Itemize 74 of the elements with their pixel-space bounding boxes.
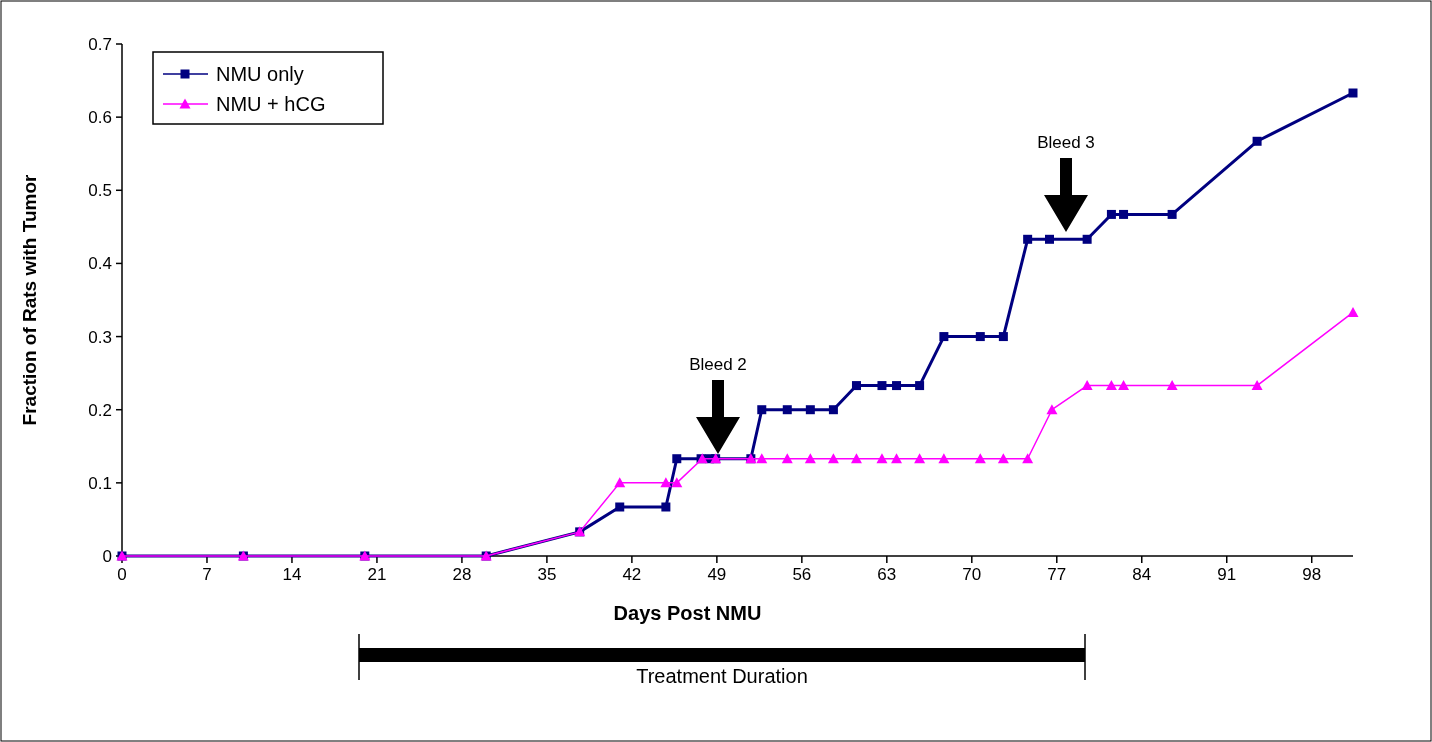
point xyxy=(938,453,950,464)
point xyxy=(1167,209,1177,219)
x-tick-label: 42 xyxy=(622,565,642,584)
point xyxy=(1046,404,1058,415)
point xyxy=(876,453,888,464)
point xyxy=(915,381,925,391)
x-tick-label: 70 xyxy=(962,565,982,584)
y-tick-label: 0.4 xyxy=(88,254,112,274)
point xyxy=(781,453,793,464)
point xyxy=(939,332,949,342)
point xyxy=(661,502,671,512)
point xyxy=(757,405,767,415)
point xyxy=(914,453,926,464)
point xyxy=(756,453,768,464)
x-tick-label: 21 xyxy=(367,565,387,584)
x-tick-label: 98 xyxy=(1302,565,1322,584)
point xyxy=(1082,234,1092,244)
point xyxy=(974,453,986,464)
point xyxy=(1251,380,1263,391)
point xyxy=(828,405,838,415)
point xyxy=(827,453,839,464)
point xyxy=(1118,380,1130,391)
point xyxy=(671,477,683,488)
point xyxy=(1022,453,1034,464)
point xyxy=(804,453,816,464)
point xyxy=(660,477,672,488)
point xyxy=(997,453,1009,464)
x-tick-label: 91 xyxy=(1217,565,1237,584)
x-tick-label: 56 xyxy=(792,565,812,584)
point xyxy=(1166,380,1178,391)
point xyxy=(877,381,887,391)
point xyxy=(851,381,861,391)
y-axis-title: Fraction of Rats with Tumor xyxy=(19,173,40,426)
point xyxy=(1105,380,1117,391)
y-tick-label: 0 xyxy=(102,546,112,566)
y-tick-label: 0.1 xyxy=(88,473,112,493)
y-tick-label: 0.5 xyxy=(88,181,112,201)
annotation: Bleed 3 xyxy=(1037,133,1095,152)
text: Treatment Duration xyxy=(636,665,808,687)
x-tick-label: 49 xyxy=(707,565,727,584)
point xyxy=(1081,380,1093,391)
x-tick-label: 63 xyxy=(877,565,897,584)
point xyxy=(1348,88,1358,98)
point xyxy=(1347,306,1359,317)
point xyxy=(782,405,792,415)
x-axis-title: Days Post NMU xyxy=(613,602,762,624)
point xyxy=(998,332,1008,342)
x-tick-label: 0 xyxy=(117,565,127,584)
x-tick-label: 84 xyxy=(1132,565,1152,584)
point xyxy=(850,453,862,464)
point xyxy=(892,381,902,391)
annotation: Bleed 2 xyxy=(689,355,747,374)
x-tick-label: 7 xyxy=(202,565,212,584)
y-tick-label: 0.3 xyxy=(88,327,112,347)
legend-label: NMU only xyxy=(216,63,304,85)
point xyxy=(1045,234,1054,244)
point xyxy=(1106,209,1116,219)
point xyxy=(615,502,625,512)
y-tick-label: 0.6 xyxy=(88,108,112,128)
point xyxy=(1119,209,1129,219)
x-tick-label: 28 xyxy=(452,565,472,584)
point xyxy=(891,453,903,464)
point xyxy=(975,332,985,342)
point xyxy=(672,454,682,464)
x-tick-label: 77 xyxy=(1047,565,1067,584)
x-tick-label: 35 xyxy=(537,565,557,584)
point xyxy=(614,477,626,488)
y-tick-label: 0.2 xyxy=(88,400,112,420)
point xyxy=(805,405,815,415)
point xyxy=(1252,136,1262,146)
x-tick-label: 14 xyxy=(282,565,302,584)
legend-label: NMU + hCG xyxy=(216,93,326,115)
y-tick-label: 0.7 xyxy=(88,34,112,54)
point xyxy=(1023,234,1033,244)
